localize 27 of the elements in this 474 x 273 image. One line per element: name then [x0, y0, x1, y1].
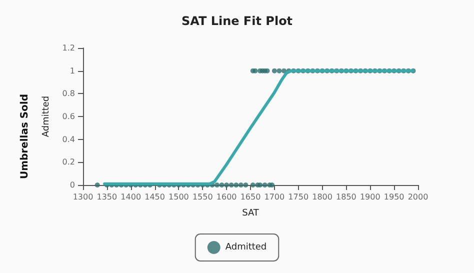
x-tick-label: 2000 — [408, 192, 428, 202]
x-tick-label: 1950 — [384, 192, 404, 202]
x-tick-label: 1750 — [288, 192, 309, 202]
x-tick-label: 1850 — [336, 192, 356, 202]
y-tick-label: 0.2 — [62, 158, 75, 167]
x-tick-label: 1350 — [96, 192, 118, 202]
y-tick-label: 1.2 — [62, 44, 75, 52]
legend-label: Admitted — [225, 242, 267, 252]
x-tick-label: 1500 — [168, 192, 189, 202]
x-tick-label: 1700 — [264, 192, 285, 202]
y-axis-title: Admitted — [42, 96, 52, 138]
x-tick-label: 1300 — [72, 192, 94, 202]
y-tick-label: 1 — [70, 66, 75, 76]
x-tick-label: 1800 — [312, 192, 332, 202]
y-tick-label: 0 — [70, 180, 75, 190]
y-tick-label: 0.6 — [62, 112, 75, 121]
x-tick-label: 1600 — [216, 192, 237, 202]
x-tick-label: 1550 — [192, 192, 213, 202]
x-tick-label: 1400 — [120, 192, 142, 202]
chart-title: SAT Line Fit Plot — [181, 14, 293, 28]
text: Umbrellas Sold — [20, 94, 30, 180]
y-tick-label: 0.8 — [62, 89, 75, 98]
x-axis-title: SAT — [242, 208, 260, 218]
x-tick-label: 1650 — [240, 192, 261, 202]
y-tick-label: 0.4 — [62, 134, 75, 144]
x-tick-label: 1450 — [144, 192, 165, 202]
x-tick-label: 1900 — [360, 192, 380, 202]
